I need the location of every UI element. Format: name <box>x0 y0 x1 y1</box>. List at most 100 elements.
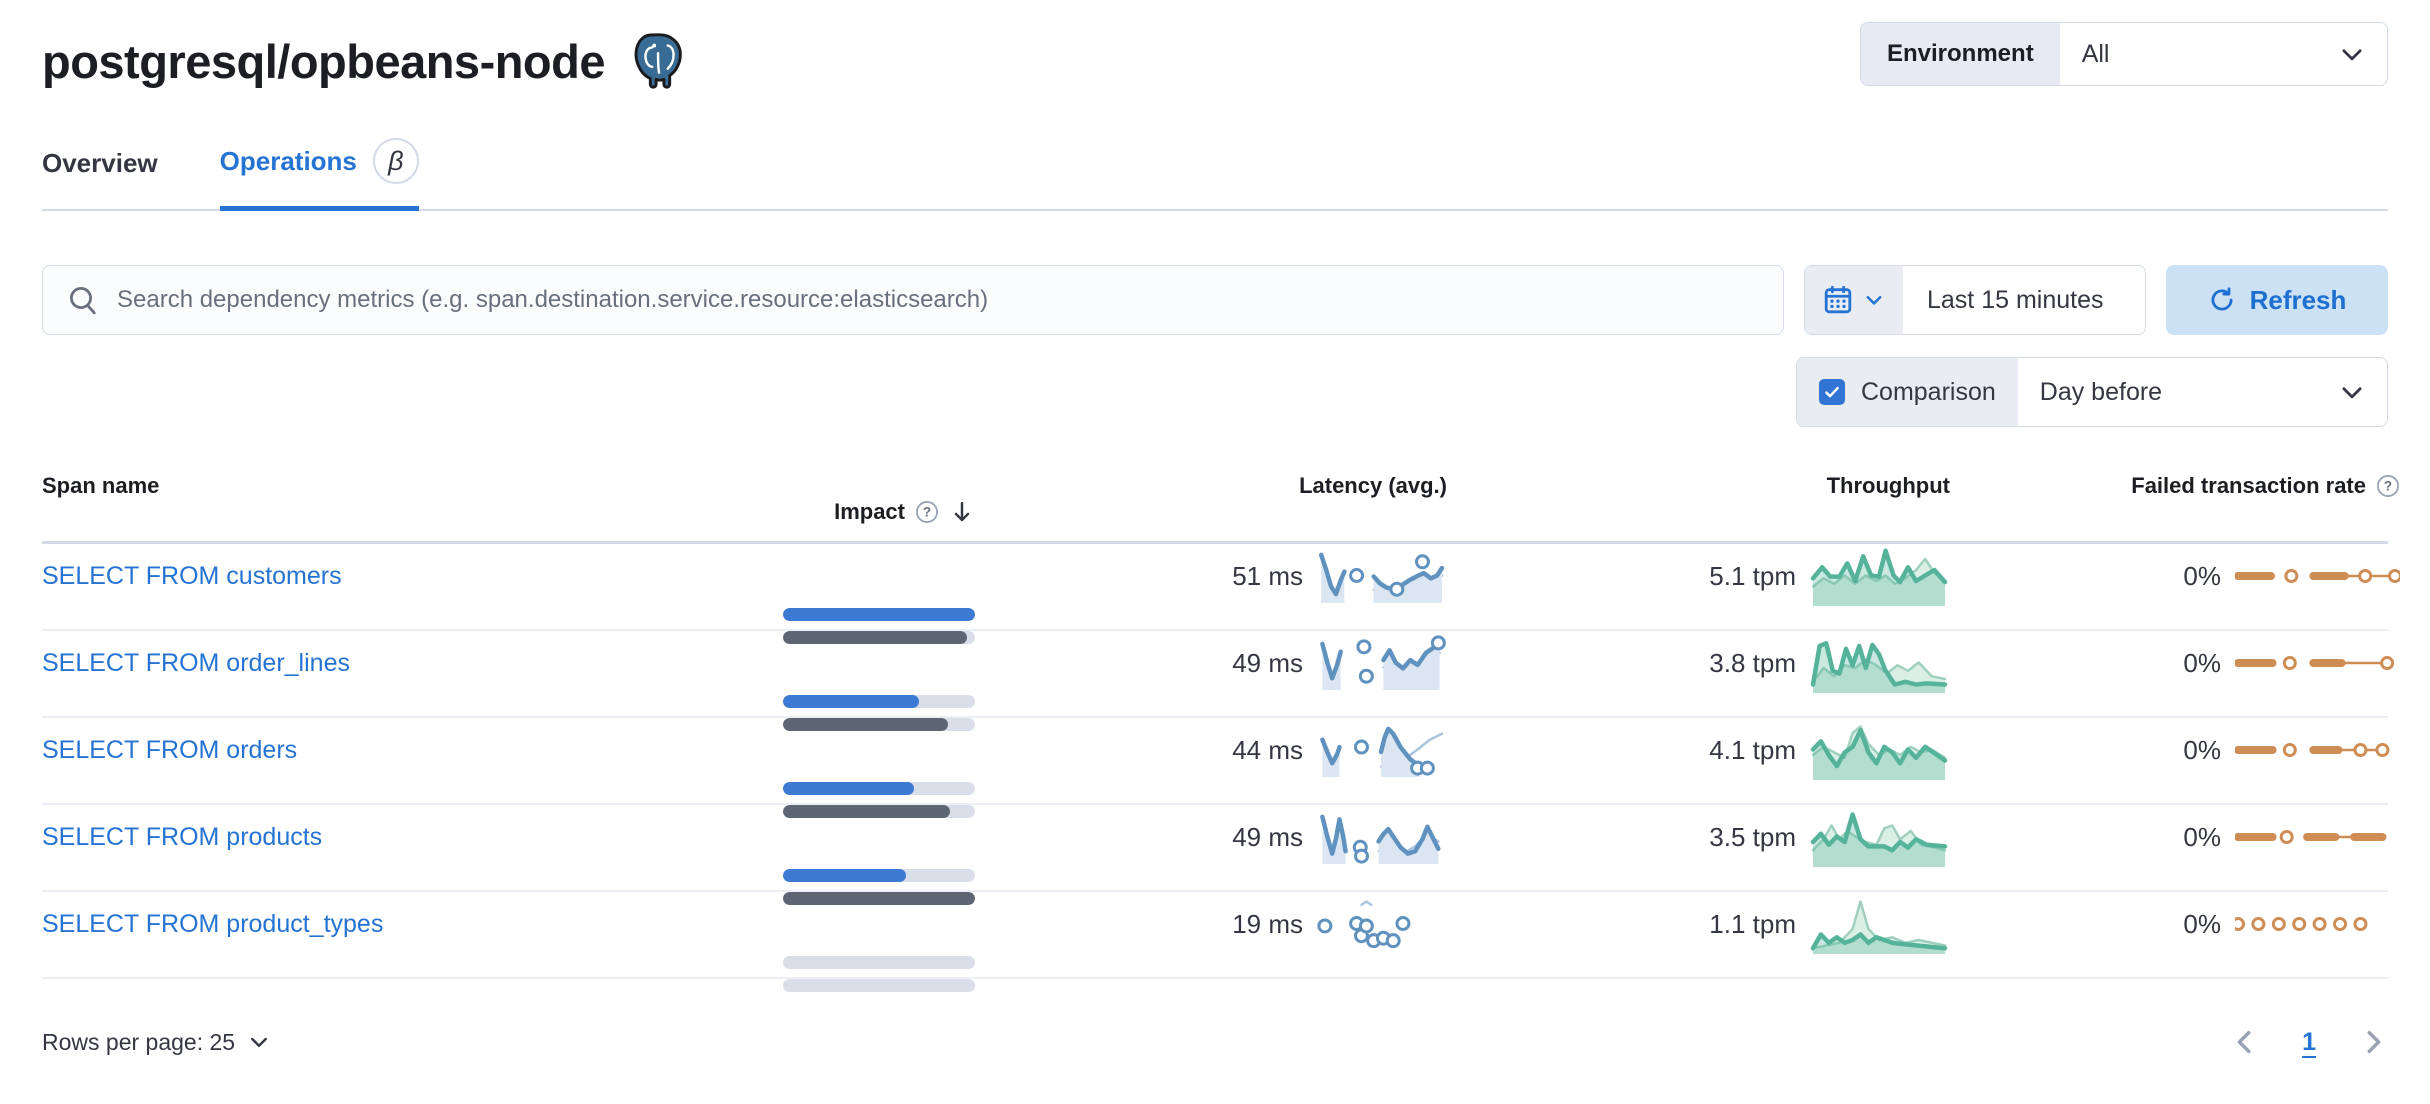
failed-rate-value: 0% <box>2183 908 2221 939</box>
comparison-label: Comparison <box>1861 377 1996 406</box>
table-header-row: Span name Latency (avg.) Throughput Fail… <box>42 473 2399 544</box>
span-link[interactable]: SELECT FROM products <box>42 822 323 851</box>
impact-cell <box>42 608 975 644</box>
chevron-down-icon <box>2342 387 2362 399</box>
impact-bar-current <box>783 869 975 882</box>
previous-page-button[interactable] <box>2230 1027 2260 1057</box>
svg-text:?: ? <box>923 505 931 520</box>
toolbar: Last 15 minutes Refresh <box>42 265 2388 335</box>
refresh-label: Refresh <box>2249 284 2347 315</box>
span-link[interactable]: SELECT FROM product_types <box>42 909 384 938</box>
refresh-button[interactable]: Refresh <box>2166 265 2388 335</box>
throughput-value: 5.1 tpm <box>1709 560 1796 591</box>
impact-bar-current <box>783 608 975 621</box>
column-header-failed-rate[interactable]: Failed transaction rate ? <box>1950 473 2400 499</box>
impact-cell <box>42 869 975 905</box>
impact-bar-previous <box>783 892 975 905</box>
time-range-value[interactable]: Last 15 minutes <box>1927 285 2104 314</box>
impact-cell <box>42 782 975 818</box>
latency-value: 44 ms <box>1232 734 1303 765</box>
search-input[interactable] <box>115 285 1759 315</box>
throughput-sparkline <box>1810 892 1950 956</box>
impact-bar-current <box>783 782 975 795</box>
comparison-checkbox[interactable] <box>1819 379 1845 405</box>
question-icon: ? <box>2377 475 2399 497</box>
impact-bar-previous <box>783 631 975 644</box>
page-header: postgresql/opbeans-node Environment All <box>42 0 2388 92</box>
chevron-down-icon <box>1866 296 1882 305</box>
throughput-value: 1.1 tpm <box>1709 908 1796 939</box>
throughput-sparkline <box>1810 631 1950 695</box>
impact-bar-previous <box>783 718 975 731</box>
table-row: SELECT FROM products 49 ms 3.5 tpm 0% <box>42 805 2388 905</box>
failed-rate-sparkline <box>2235 909 2400 939</box>
failed-rate-sparkline <box>2235 822 2400 852</box>
table-row: SELECT FROM orders 44 ms 4.1 tpm 0% <box>42 718 2390 818</box>
impact-cell <box>42 695 975 731</box>
tab-operations-label: Operations <box>219 145 357 176</box>
next-page-button[interactable] <box>2358 1027 2388 1057</box>
title-wrap: postgresql/opbeans-node <box>42 22 691 92</box>
comparison-control: Comparison Day before <box>1796 357 2388 427</box>
latency-sparkline <box>1317 547 1447 605</box>
impact-bar-current <box>783 695 975 708</box>
refresh-icon <box>2211 287 2233 311</box>
column-header-impact[interactable]: Impact ? <box>42 499 975 525</box>
environment-label: Environment <box>1861 23 2060 85</box>
latency-sparkline <box>1317 721 1447 779</box>
latency-sparkline <box>1317 634 1447 692</box>
operations-table: Span name Latency (avg.) Throughput Fail… <box>42 473 2400 992</box>
environment-select[interactable]: Environment All <box>1860 22 2388 86</box>
throughput-sparkline <box>1810 718 1950 782</box>
throughput-sparkline <box>1810 805 1950 869</box>
impact-cell <box>42 956 975 992</box>
latency-value: 49 ms <box>1232 821 1303 852</box>
throughput-value: 4.1 tpm <box>1709 734 1796 765</box>
table-footer: Rows per page: 25 1 <box>42 1027 2388 1057</box>
failed-rate-sparkline <box>2235 735 2400 765</box>
environment-value[interactable]: All <box>2060 23 2387 85</box>
question-icon: ? <box>916 501 938 523</box>
span-link[interactable]: SELECT FROM order_lines <box>42 648 350 677</box>
table-row: SELECT FROM customers 51 ms 5.1 tpm 0% <box>42 544 2400 644</box>
page-title: postgresql/opbeans-node <box>42 34 606 88</box>
svg-text:?: ? <box>2384 479 2392 494</box>
throughput-value: 3.8 tpm <box>1709 647 1796 678</box>
column-header-throughput[interactable]: Throughput <box>1826 473 1950 498</box>
latency-sparkline <box>1317 808 1447 866</box>
rows-per-page-label: Rows per page: 25 <box>42 1028 236 1055</box>
tab-overview-label: Overview <box>42 148 158 178</box>
throughput-value: 3.5 tpm <box>1709 821 1796 852</box>
search-box <box>42 265 1784 335</box>
date-picker[interactable]: Last 15 minutes <box>1804 265 2146 335</box>
impact-bar-previous <box>783 805 975 818</box>
impact-bar-previous <box>783 979 975 992</box>
span-link[interactable]: SELECT FROM customers <box>42 561 342 590</box>
span-link[interactable]: SELECT FROM orders <box>42 735 298 764</box>
comparison-selected-option: Day before <box>2039 377 2163 406</box>
chevron-down-icon <box>2342 49 2362 61</box>
calendar-icon <box>1824 285 1852 314</box>
failed-rate-sparkline <box>2235 648 2400 678</box>
sort-descending-icon <box>954 501 970 522</box>
comparison-row: Comparison Day before <box>42 357 2388 427</box>
tab-overview[interactable]: Overview <box>42 138 158 211</box>
search-icon <box>69 286 96 315</box>
latency-value: 49 ms <box>1232 647 1303 678</box>
latency-sparkline <box>1317 895 1447 953</box>
pagination: 1 <box>2230 1027 2388 1057</box>
environment-selected-option: All <box>2081 39 2110 68</box>
tab-bar: Overview Operations β <box>42 138 2388 211</box>
comparison-select[interactable]: Day before <box>2018 358 2387 426</box>
column-header-latency[interactable]: Latency (avg.) <box>1299 473 1447 498</box>
failed-rate-sparkline <box>2235 561 2400 591</box>
beta-badge: β <box>372 138 419 184</box>
date-picker-quick-menu[interactable] <box>1805 266 1903 334</box>
page-number[interactable]: 1 <box>2302 1027 2316 1056</box>
tab-operations[interactable]: Operations β <box>219 138 419 211</box>
chevron-down-icon <box>251 1037 268 1047</box>
rows-per-page-button[interactable]: Rows per page: 25 <box>42 1029 271 1056</box>
latency-value: 19 ms <box>1232 908 1303 939</box>
table-row: SELECT FROM order_lines 49 ms 3.8 tpm 0% <box>42 631 2395 731</box>
